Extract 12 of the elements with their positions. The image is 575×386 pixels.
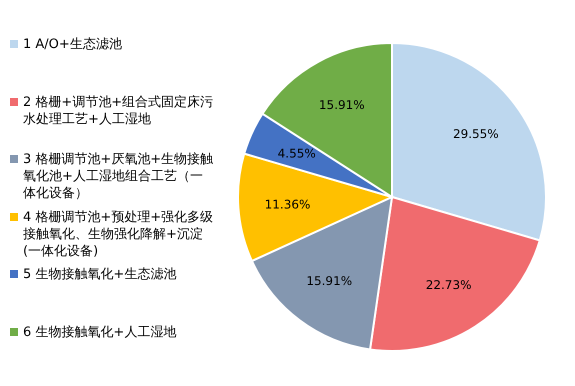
- legend-label: 5 生物接触氧化+生态滤池: [23, 266, 178, 283]
- data-label: 15.91%: [318, 98, 365, 112]
- legend-label: 4 格栅调节池+预处理+强化多级接触氧化、生物强化降解+沉淀(一体化设备): [23, 208, 214, 260]
- legend-label: 6 生物接触氧化+人工湿地: [23, 324, 178, 340]
- data-label: 15.91%: [306, 274, 352, 288]
- data-label: 29.55%: [452, 127, 499, 142]
- legend-label: 1 A/O+生态滤池: [23, 36, 123, 53]
- legend-label: 3 格栅调节池+厌氧池+生物接触氧化池+人工湿地组合工艺（一体化设备）: [23, 151, 214, 202]
- data-label: 4.55%: [278, 146, 316, 161]
- data-label: 11.36%: [264, 197, 310, 212]
- data-label: 22.73%: [426, 278, 472, 292]
- legend-label: 2 格栅+调节池+组合式固定床污水处理工艺+人工湿地: [23, 94, 214, 128]
